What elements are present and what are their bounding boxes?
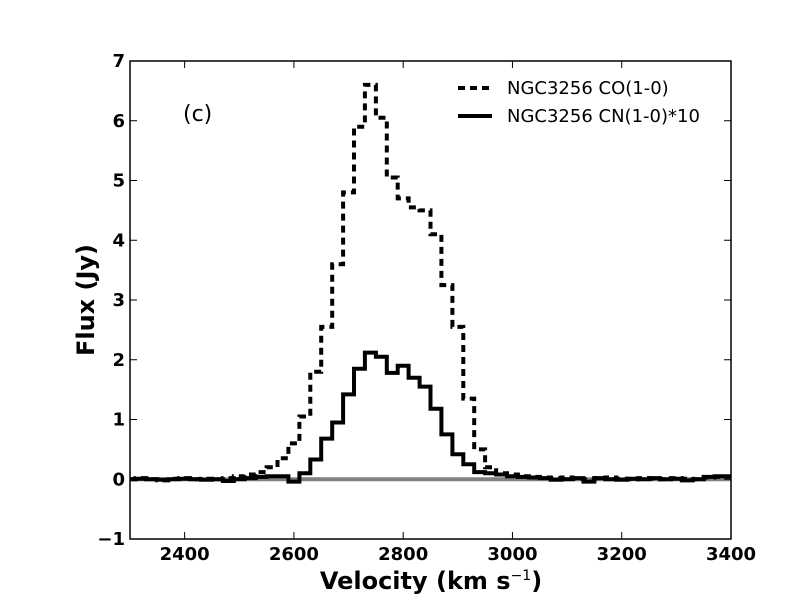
- y-tick-label: 2: [112, 350, 125, 371]
- x-tick-label: 2600: [269, 544, 319, 565]
- y-tick-label: −1: [97, 529, 125, 550]
- x-tick-label: 3400: [706, 544, 756, 565]
- y-tick-label: 4: [112, 230, 125, 251]
- y-tick-label: 7: [112, 51, 125, 72]
- y-tick-label: 3: [112, 290, 125, 311]
- legend-label-co: NGC3256 CO(1-0): [507, 78, 669, 99]
- panel-annotation: (c): [183, 102, 212, 127]
- y-tick-label: 1: [112, 410, 125, 431]
- y-tick-label: 5: [112, 171, 125, 192]
- x-axis-label-close: ): [531, 567, 542, 595]
- x-tick-label: 2400: [160, 544, 210, 565]
- legend-label-cn: NGC3256 CN(1-0)*10: [507, 106, 700, 127]
- series-co-line: [130, 82, 731, 483]
- x-tick-label: 2800: [378, 544, 428, 565]
- y-axis-label: Flux (Jy): [72, 244, 100, 356]
- series-cn-line: [130, 350, 731, 484]
- y-tick-label: 6: [112, 111, 125, 132]
- y-tick-label: 0: [112, 469, 125, 490]
- legend: NGC3256 CO(1-0) NGC3256 CN(1-0)*10: [458, 78, 700, 127]
- x-axis-label-main: Velocity (km s: [320, 567, 511, 595]
- x-axis-label: Velocity (km s−1): [320, 567, 542, 595]
- x-axis-label-unit-superscript: −1: [511, 568, 532, 584]
- x-tick-label: 3200: [597, 544, 647, 565]
- plot-frame: [129, 60, 732, 540]
- x-tick-label: 3000: [487, 544, 537, 565]
